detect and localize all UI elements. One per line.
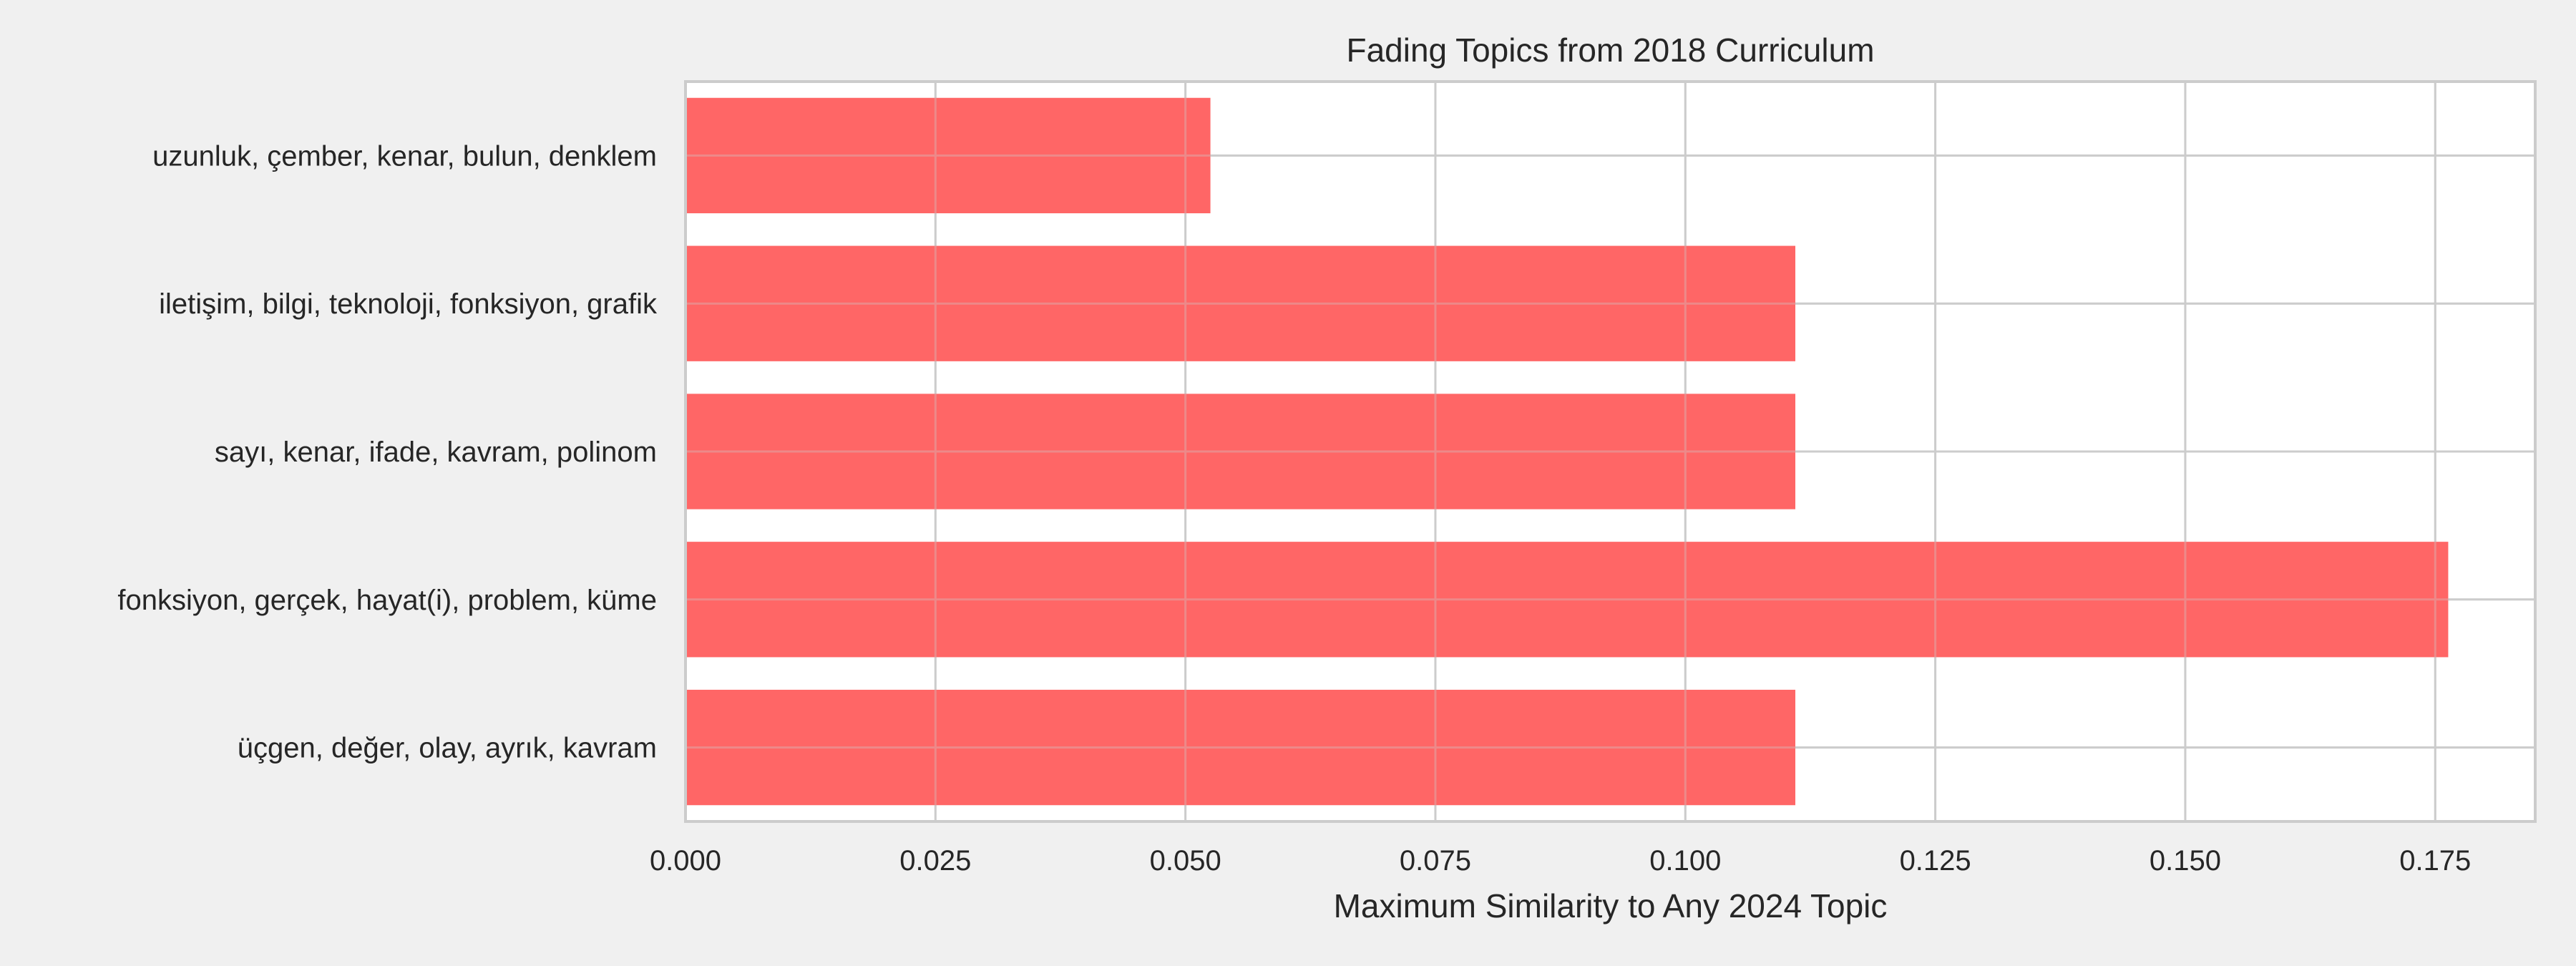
bar [686, 97, 1211, 214]
bar [686, 245, 1795, 361]
y-tick-label: sayı, kenar, ifade, kavram, polinom [215, 436, 657, 468]
bar [686, 689, 1795, 806]
x-tick-labels: 0.000 0.025 0.050 0.075 0.100 0.125 0.150 0.175 [650, 845, 2471, 877]
x-tick-label: 0.175 [2399, 845, 2471, 877]
bar [686, 542, 2449, 658]
x-tick-label: 0.125 [1900, 845, 1971, 877]
x-tick-label: 0.050 [1150, 845, 1221, 877]
x-tick-label: 0.075 [1400, 845, 1471, 877]
x-tick-label: 0.000 [650, 845, 721, 877]
x-tick-label: 0.150 [2150, 845, 2221, 877]
y-tick-labels: uzunluk, çember, kenar, bulun, denklem il… [117, 140, 658, 763]
x-tick-label: 0.100 [1649, 845, 1721, 877]
y-tick-label: üçgen, değer, olay, ayrık, kavram [238, 733, 657, 764]
y-tick-label: fonksiyon, gerçek, hayat(i), problem, kü… [117, 585, 657, 616]
bar [686, 394, 1795, 509]
plot-frame [684, 80, 2537, 823]
y-tick-label: iletişim, bilgi, teknoloji, fonksiyon, g… [159, 288, 658, 320]
y-tick-label: uzunluk, çember, kenar, bulun, denklem [152, 140, 657, 172]
bars [686, 97, 2449, 806]
chart-title: Fading Topics from 2018 Curriculum [1346, 31, 1874, 69]
x-tick-label: 0.025 [899, 845, 971, 877]
grid-overlay [684, 82, 2535, 821]
x-axis-label: Maximum Similarity to Any 2024 Topic [1334, 887, 1888, 924]
